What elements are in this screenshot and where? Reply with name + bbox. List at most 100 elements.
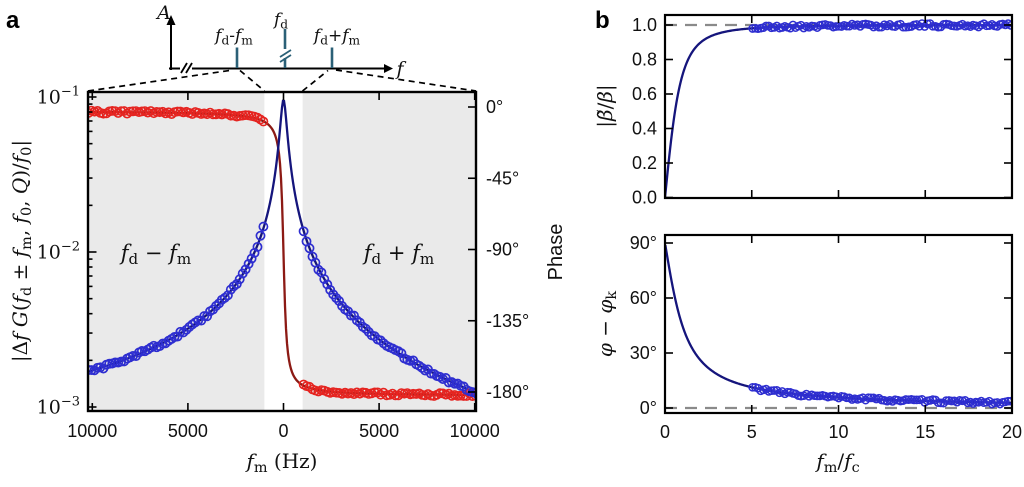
zoom-connector bbox=[335, 69, 477, 92]
text-run: β̃ bbox=[593, 109, 617, 122]
panel-b: 0.00.20.40.60.81.0|β̃/β|0°30°60°90°0 5 10 1… bbox=[593, 13, 1022, 476]
text-run: (Hz) bbox=[268, 449, 318, 473]
amplitude-data-point bbox=[313, 264, 324, 275]
phase-diff-data-point bbox=[748, 382, 757, 392]
phase-tick-label: -90° bbox=[486, 240, 519, 260]
subscript: m bbox=[19, 236, 35, 250]
text-run: f bbox=[119, 241, 132, 265]
phase-tick-label: -45° bbox=[486, 168, 519, 188]
subscript: k bbox=[604, 291, 620, 300]
text-run: f bbox=[362, 241, 375, 265]
mantissa: 10 bbox=[37, 87, 61, 109]
phase-data-point bbox=[372, 387, 383, 398]
phase-diff-data-point bbox=[772, 385, 782, 395]
region-label-upper-sideband: fd + fm bbox=[362, 241, 435, 268]
phase-diff-data-point bbox=[941, 396, 951, 405]
b-bottom-ticks: 0° 30° 60° 90° 0 5 10 15 20 bbox=[630, 233, 1022, 442]
a-x-tick-label: 10000 bbox=[450, 421, 500, 441]
amplitude-data-point bbox=[331, 293, 342, 303]
text-run: − bbox=[593, 314, 617, 343]
beta-ratio-data-point bbox=[788, 20, 798, 30]
text-run: G bbox=[8, 311, 32, 327]
phase-data-point bbox=[408, 388, 419, 399]
amplitude-data-point bbox=[473, 391, 476, 400]
amplitude-data-point bbox=[243, 258, 254, 269]
a-x-tick-label: 0 bbox=[278, 421, 288, 441]
subscript: d bbox=[129, 250, 139, 268]
phase-tick-label: -135° bbox=[486, 311, 529, 331]
text-run: f bbox=[312, 26, 323, 46]
phase-diff-curve bbox=[665, 244, 1012, 404]
b-bottom-y-axis-label: φ − φk bbox=[593, 291, 620, 358]
region-label-lower-sideband: fd − fm bbox=[119, 241, 192, 268]
upper-sideband-shade bbox=[302, 92, 476, 411]
b-x-tick-label: 20 bbox=[1002, 422, 1022, 442]
phase-data-point bbox=[228, 110, 239, 121]
amplitude-data-point bbox=[319, 274, 330, 285]
a-phase-ticks: 0° -45° -90° -135° -180° bbox=[468, 97, 529, 402]
amplitude-data-point bbox=[205, 306, 216, 317]
panel-b-letter: b bbox=[595, 7, 610, 34]
text-run: f bbox=[340, 26, 351, 46]
plot-frame-b-bottom bbox=[663, 233, 1014, 415]
subscript: 0 bbox=[19, 207, 35, 216]
inset-upper-sideband-label: fd+fm bbox=[312, 26, 361, 47]
phase-data-point bbox=[175, 106, 186, 117]
subscript: m bbox=[241, 33, 253, 47]
exponent: −2 bbox=[61, 240, 80, 255]
text-run: f bbox=[410, 241, 423, 265]
a-y-tick-label: 10−2 bbox=[37, 240, 80, 264]
axis-break-mask bbox=[180, 63, 192, 74]
b-top-y-tick-label: 0.8 bbox=[632, 50, 657, 70]
text-run: , bbox=[8, 194, 32, 207]
a-y-tick-label: 10−3 bbox=[37, 395, 80, 419]
b-top-y-tick-label: 0.0 bbox=[632, 188, 657, 208]
b-bottom-y-tick-label: 60° bbox=[630, 288, 657, 308]
text-run: - bbox=[229, 26, 235, 46]
amplitude-data-point bbox=[246, 253, 257, 264]
text-run: | bbox=[8, 140, 33, 147]
phase-data-point bbox=[390, 390, 401, 401]
zoom-connector bbox=[301, 69, 329, 92]
b-bottom-y-tick-label: 0° bbox=[640, 398, 657, 418]
axis-break-slash bbox=[180, 62, 188, 74]
subscript: d bbox=[320, 33, 328, 47]
amplitude-data-point bbox=[417, 362, 428, 373]
b-bottom-y-tick-label: 90° bbox=[630, 233, 657, 253]
text-run: f bbox=[233, 26, 244, 46]
amplitude-data-point bbox=[375, 335, 386, 346]
amplitude-data-point bbox=[255, 230, 266, 241]
a-x-axis-label: fm (Hz) bbox=[244, 449, 317, 476]
b-x-tick-label: 10 bbox=[828, 422, 848, 442]
b-top-y-tick-label: 0.4 bbox=[632, 119, 657, 139]
subscript: m bbox=[349, 33, 361, 47]
amplitude-data-point bbox=[334, 296, 345, 306]
b-x-tick-label: 0 bbox=[660, 422, 670, 442]
beta-ratio-data-point bbox=[842, 21, 852, 31]
phase-tick-label: -180° bbox=[486, 382, 529, 402]
subscript: d bbox=[372, 250, 382, 268]
a-y-ticks: 10−1 10−2 10−3 bbox=[37, 85, 97, 419]
carrier-break-slash bbox=[279, 54, 292, 63]
phase-diff-data-point bbox=[909, 395, 919, 405]
amplitude-data-point bbox=[396, 348, 407, 359]
text-run: + bbox=[381, 241, 412, 265]
subscript: m bbox=[824, 460, 838, 476]
amplitude-data-point bbox=[184, 322, 195, 332]
amplitude-data-point bbox=[214, 298, 224, 309]
phase-diff-data-point bbox=[960, 395, 970, 405]
data-points bbox=[88, 105, 476, 401]
a-y-axis-label: |Δf G(fd ± fm, f0, Q)/f0| bbox=[8, 140, 35, 362]
text-run: − bbox=[138, 241, 169, 265]
inset-f-axis-arrow bbox=[384, 64, 393, 73]
a-x-tick-label: 5000 bbox=[359, 421, 399, 441]
b-top-plot: 0.00.20.40.60.81.0|β̃/β| bbox=[593, 13, 1014, 208]
b-top-ticks: 0.0 0.2 0.4 0.6 0.8 1.0 bbox=[632, 15, 1013, 208]
text-run: , bbox=[8, 223, 32, 236]
exponent: −1 bbox=[61, 85, 80, 100]
carrier-break-slash bbox=[279, 49, 292, 58]
beta-ratio-curve bbox=[665, 24, 1012, 198]
text-run: |Δ bbox=[8, 341, 33, 362]
